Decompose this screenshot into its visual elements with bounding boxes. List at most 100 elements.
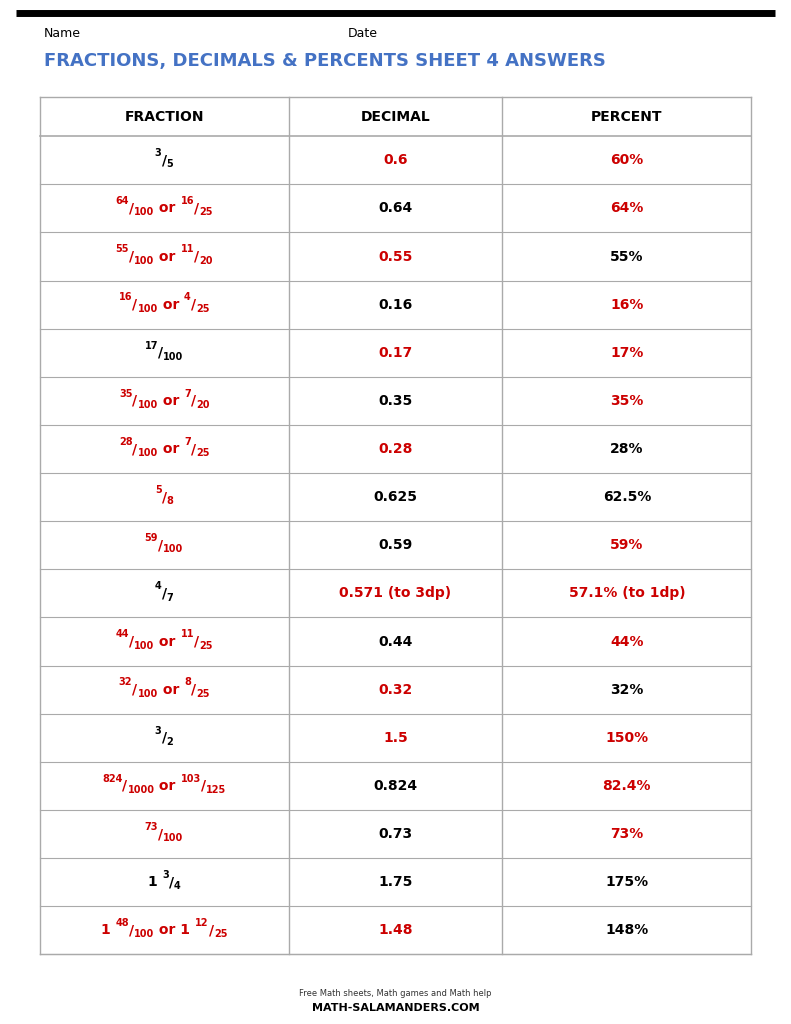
Text: /: /	[132, 442, 138, 456]
Text: or 1: or 1	[154, 924, 195, 937]
Text: /: /	[191, 298, 196, 311]
Text: 0.625: 0.625	[373, 490, 418, 504]
Text: 20: 20	[196, 400, 210, 410]
Text: or: or	[154, 635, 180, 648]
Text: PERCENT: PERCENT	[591, 110, 663, 124]
Text: 25: 25	[196, 689, 210, 698]
Text: 0.17: 0.17	[378, 346, 413, 359]
Text: 100: 100	[163, 352, 184, 361]
Text: 64%: 64%	[610, 202, 644, 215]
Text: 55: 55	[115, 245, 129, 254]
Text: 150%: 150%	[605, 731, 649, 744]
Text: /: /	[194, 202, 199, 215]
Text: 1.5: 1.5	[383, 731, 408, 744]
Text: /: /	[161, 587, 167, 600]
Text: /: /	[191, 442, 196, 456]
Text: 11: 11	[180, 630, 194, 639]
Text: 0.32: 0.32	[378, 683, 413, 696]
Text: 59%: 59%	[610, 539, 644, 552]
Text: 25: 25	[214, 930, 228, 939]
Text: 3: 3	[155, 148, 161, 158]
Text: /: /	[129, 250, 134, 263]
Text: /: /	[129, 635, 134, 648]
Text: /: /	[191, 683, 196, 696]
Text: 0.28: 0.28	[378, 442, 413, 456]
Text: 25: 25	[199, 208, 213, 217]
Text: /: /	[194, 635, 199, 648]
Text: /: /	[129, 924, 134, 937]
Text: /: /	[132, 683, 138, 696]
Text: 1: 1	[147, 876, 162, 889]
Text: 82.4%: 82.4%	[603, 779, 651, 793]
Text: or: or	[154, 202, 180, 215]
Text: /: /	[209, 924, 214, 937]
Text: 824: 824	[102, 774, 123, 783]
Text: 100: 100	[134, 256, 154, 265]
Text: 59: 59	[145, 534, 158, 543]
Text: 3: 3	[162, 870, 169, 880]
Text: /: /	[161, 490, 167, 504]
Text: 0.73: 0.73	[378, 827, 413, 841]
Text: MATH-SALAMANDERS.COM: MATH-SALAMANDERS.COM	[312, 1002, 479, 1013]
Text: 4: 4	[155, 582, 161, 591]
Text: 4: 4	[174, 882, 181, 891]
Text: 2: 2	[167, 737, 173, 746]
Text: 100: 100	[134, 208, 154, 217]
Text: 100: 100	[138, 689, 157, 698]
Text: /: /	[161, 731, 167, 744]
Text: /: /	[129, 202, 134, 215]
Text: /: /	[132, 394, 138, 408]
Text: 125: 125	[206, 785, 226, 795]
Text: 3: 3	[155, 726, 161, 735]
Text: /: /	[158, 539, 163, 552]
Text: Date: Date	[348, 28, 378, 40]
Text: 175%: 175%	[605, 876, 649, 889]
Text: 0.35: 0.35	[378, 394, 413, 408]
Text: FRACTIONS, DECIMALS & PERCENTS SHEET 4 ANSWERS: FRACTIONS, DECIMALS & PERCENTS SHEET 4 A…	[44, 52, 605, 71]
Text: 60%: 60%	[610, 154, 644, 167]
Text: 28: 28	[119, 437, 132, 446]
Text: 25: 25	[199, 641, 213, 650]
Text: or: or	[154, 250, 180, 263]
Text: 148%: 148%	[605, 924, 649, 937]
Text: 0.59: 0.59	[378, 539, 413, 552]
Text: or: or	[154, 779, 180, 793]
Text: or: or	[157, 298, 184, 311]
Text: 100: 100	[138, 400, 157, 410]
Text: 4: 4	[184, 293, 191, 302]
Text: 1: 1	[100, 924, 115, 937]
Text: 25: 25	[196, 304, 210, 313]
Text: 8: 8	[184, 678, 191, 687]
Text: Free Math sheets, Math games and Math help: Free Math sheets, Math games and Math he…	[299, 989, 492, 997]
Text: 20: 20	[199, 256, 213, 265]
Text: 0.6: 0.6	[384, 154, 407, 167]
Text: 0.571 (to 3dp): 0.571 (to 3dp)	[339, 587, 452, 600]
Text: 17%: 17%	[610, 346, 644, 359]
Text: 28%: 28%	[610, 442, 644, 456]
Text: FRACTION: FRACTION	[124, 110, 204, 124]
Text: 35%: 35%	[610, 394, 644, 408]
Text: /: /	[158, 346, 163, 359]
Text: 17: 17	[145, 341, 158, 350]
Text: /: /	[132, 298, 138, 311]
Text: 12: 12	[195, 919, 209, 928]
Text: 0.64: 0.64	[378, 202, 413, 215]
Text: 100: 100	[163, 834, 184, 843]
Text: or: or	[157, 394, 184, 408]
Text: 100: 100	[138, 304, 157, 313]
Text: /: /	[158, 827, 163, 841]
Text: 100: 100	[138, 449, 158, 458]
Text: 5: 5	[167, 160, 173, 169]
Text: 73: 73	[145, 822, 158, 831]
Text: 44%: 44%	[610, 635, 644, 648]
Text: Name: Name	[44, 28, 81, 40]
Text: or: or	[158, 442, 184, 456]
Text: 44: 44	[115, 630, 129, 639]
Text: 35: 35	[119, 389, 132, 398]
Text: 32%: 32%	[610, 683, 644, 696]
Text: 0.55: 0.55	[378, 250, 413, 263]
Text: 62.5%: 62.5%	[603, 490, 651, 504]
Text: 16%: 16%	[610, 298, 644, 311]
Text: 100: 100	[134, 641, 154, 650]
Text: 16: 16	[119, 293, 132, 302]
